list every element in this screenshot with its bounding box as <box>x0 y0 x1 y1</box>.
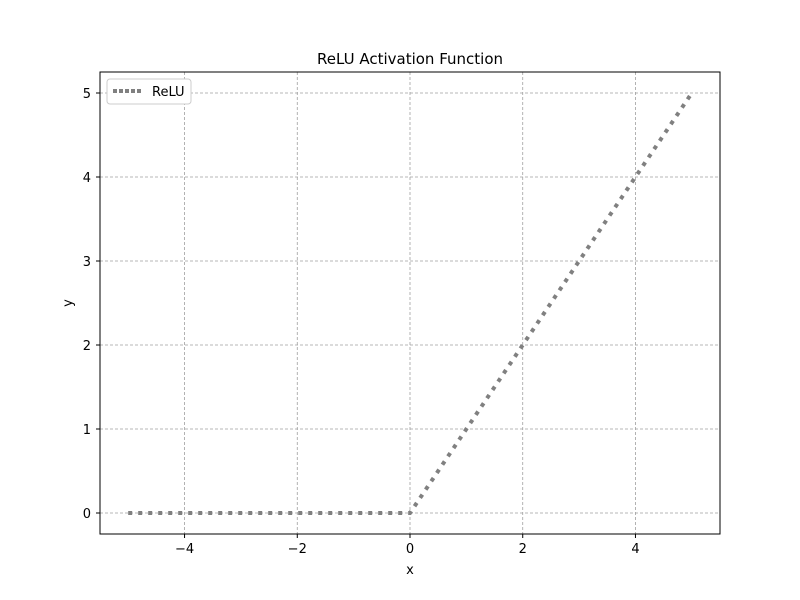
y-tick-label: 4 <box>83 171 91 186</box>
y-tick-label: 1 <box>83 423 91 438</box>
y-axis-label: y <box>61 299 76 307</box>
chart-title: ReLU Activation Function <box>317 50 503 68</box>
x-tick-label: −2 <box>288 542 307 557</box>
x-tick-label: −4 <box>175 542 194 557</box>
x-tick-label: 2 <box>519 542 527 557</box>
series-line-relu <box>128 91 694 515</box>
series-layer <box>128 91 694 515</box>
y-tick-label: 2 <box>83 339 91 354</box>
x-tick-label: 4 <box>631 542 639 557</box>
legend-label-relu: ReLU <box>152 85 185 100</box>
legend: ReLU <box>106 78 192 105</box>
x-tick-label: 0 <box>406 542 414 557</box>
legend-box <box>106 78 192 105</box>
ticks: −4 −2 0 2 4 0 1 2 3 4 5 <box>83 87 640 557</box>
y-tick-label: 3 <box>83 255 91 270</box>
x-axis-label: x <box>406 563 414 578</box>
y-tick-label: 5 <box>83 87 91 102</box>
y-tick-label: 0 <box>83 507 91 522</box>
